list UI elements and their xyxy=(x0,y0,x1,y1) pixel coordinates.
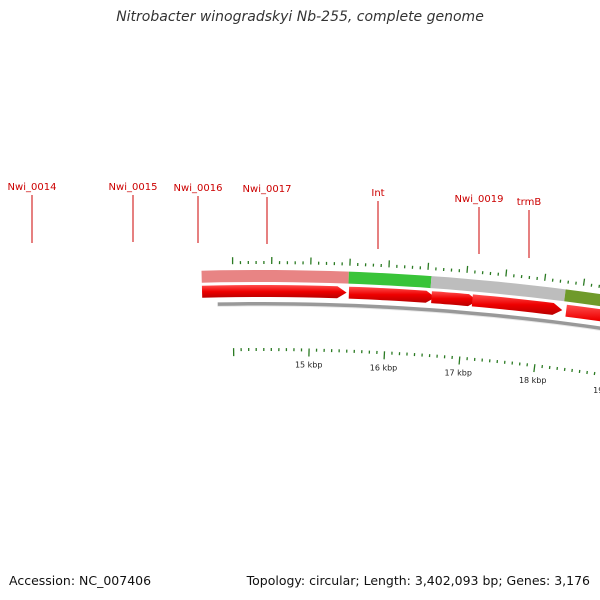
outer-tick xyxy=(466,265,469,273)
gene-label: Nwi_0017 xyxy=(243,184,292,195)
gene-label: Nwi_0016 xyxy=(174,183,223,194)
inner-tick xyxy=(533,364,536,373)
feature-band-1 xyxy=(348,271,432,289)
cds-arrow-0 xyxy=(201,285,347,299)
scale-label: 19 kbp xyxy=(593,386,600,395)
gene-label: Int xyxy=(371,188,384,199)
cds-arrow-4 xyxy=(565,304,600,322)
scale-label: 16 kbp xyxy=(370,363,398,372)
feature-band-0 xyxy=(201,270,349,284)
genome-backbone xyxy=(217,302,600,331)
feature-band-2 xyxy=(430,276,566,302)
feature-band-3 xyxy=(564,289,600,307)
genome-backbone-highlight xyxy=(217,305,600,331)
genome-summary: Topology: circular; Length: 3,402,093 bp… xyxy=(246,573,590,588)
scale-label: 15 kbp xyxy=(295,361,323,370)
scale-label: 17 kbp xyxy=(444,369,472,378)
inner-tick xyxy=(593,371,596,376)
outer-tick xyxy=(582,278,586,286)
cds-arrow-1 xyxy=(348,286,436,303)
map-title: Nitrobacter winogradskyi Nb-255, complet… xyxy=(116,9,484,25)
outer-tick xyxy=(427,262,430,270)
inner-tick xyxy=(458,356,461,365)
gene-label: Nwi_0015 xyxy=(109,182,158,193)
accession-label: Accession: NC_007406 xyxy=(9,573,152,588)
cds-arrow-3 xyxy=(471,294,563,315)
gene-label: trmB xyxy=(517,197,542,208)
gene-label: Nwi_0014 xyxy=(8,182,57,193)
scale-label: 18 kbp xyxy=(519,376,547,385)
outer-tick xyxy=(505,269,508,277)
outer-tick xyxy=(544,273,547,281)
cds-arrow-2 xyxy=(431,291,478,307)
gene-label: Nwi_0019 xyxy=(455,194,504,205)
